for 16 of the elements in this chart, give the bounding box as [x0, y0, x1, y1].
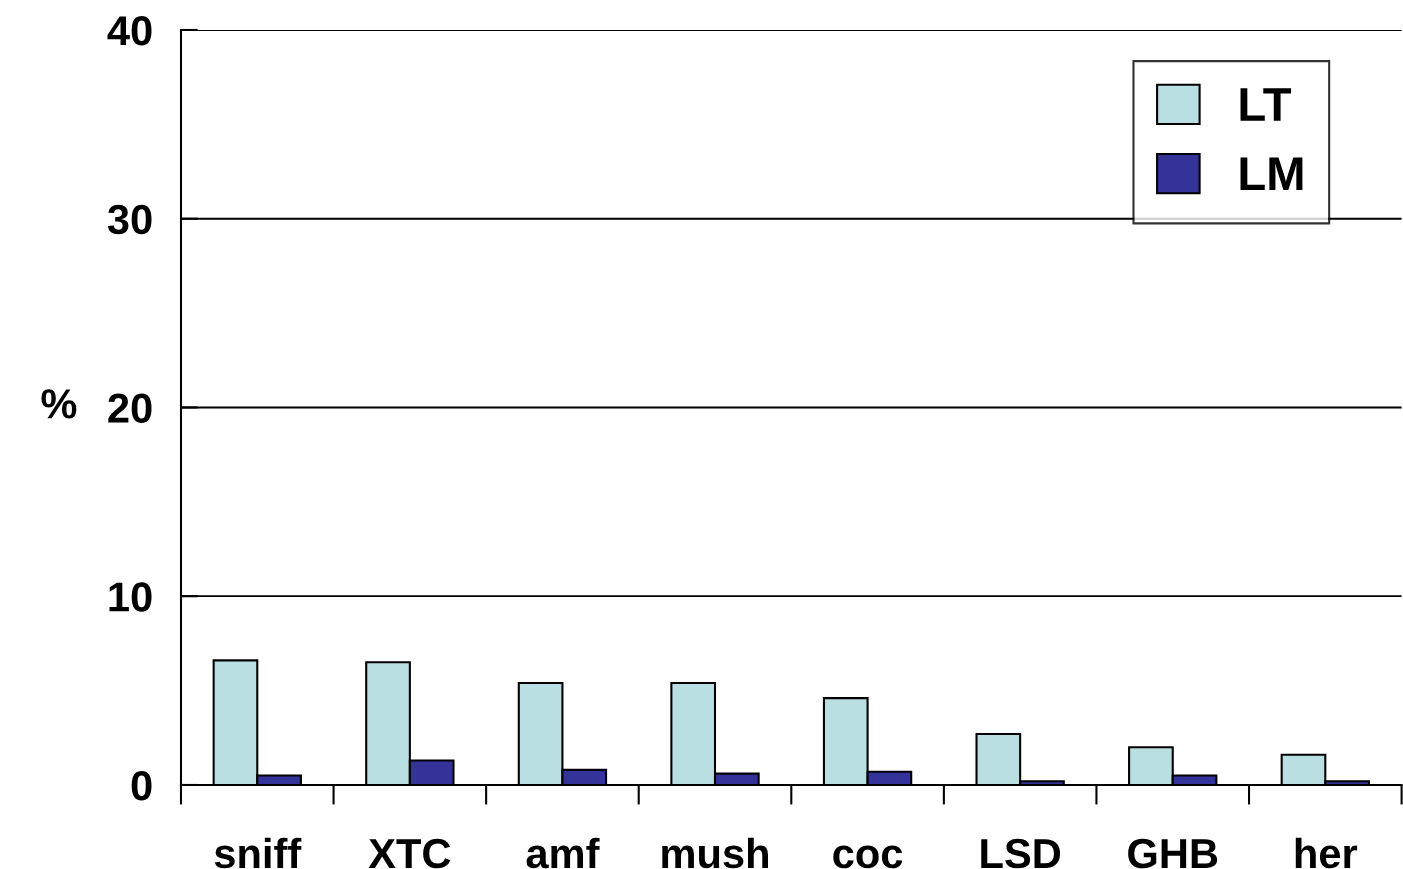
y-tick-label: 30 [107, 204, 152, 235]
x-tick-label: coc [833, 845, 903, 869]
y-axis-title: % [41, 389, 77, 419]
y-tick-label: 10 [109, 582, 152, 612]
x-tick-label: XTC [368, 838, 451, 869]
y-tick-label: 40 [107, 15, 152, 46]
legend-label: LM [1240, 157, 1303, 190]
x-tick-label: GHB [1128, 838, 1218, 869]
x-tick-label: mush [662, 837, 768, 869]
x-tick-label: LSD [981, 838, 1061, 869]
legend-label: LT [1240, 88, 1292, 121]
x-tick-label: amf [526, 837, 600, 869]
x-tick-label: sniff [214, 837, 302, 869]
x-tick-label: her [1295, 837, 1358, 869]
y-tick-label: 0 [131, 770, 152, 801]
y-tick-label: 20 [108, 393, 152, 423]
